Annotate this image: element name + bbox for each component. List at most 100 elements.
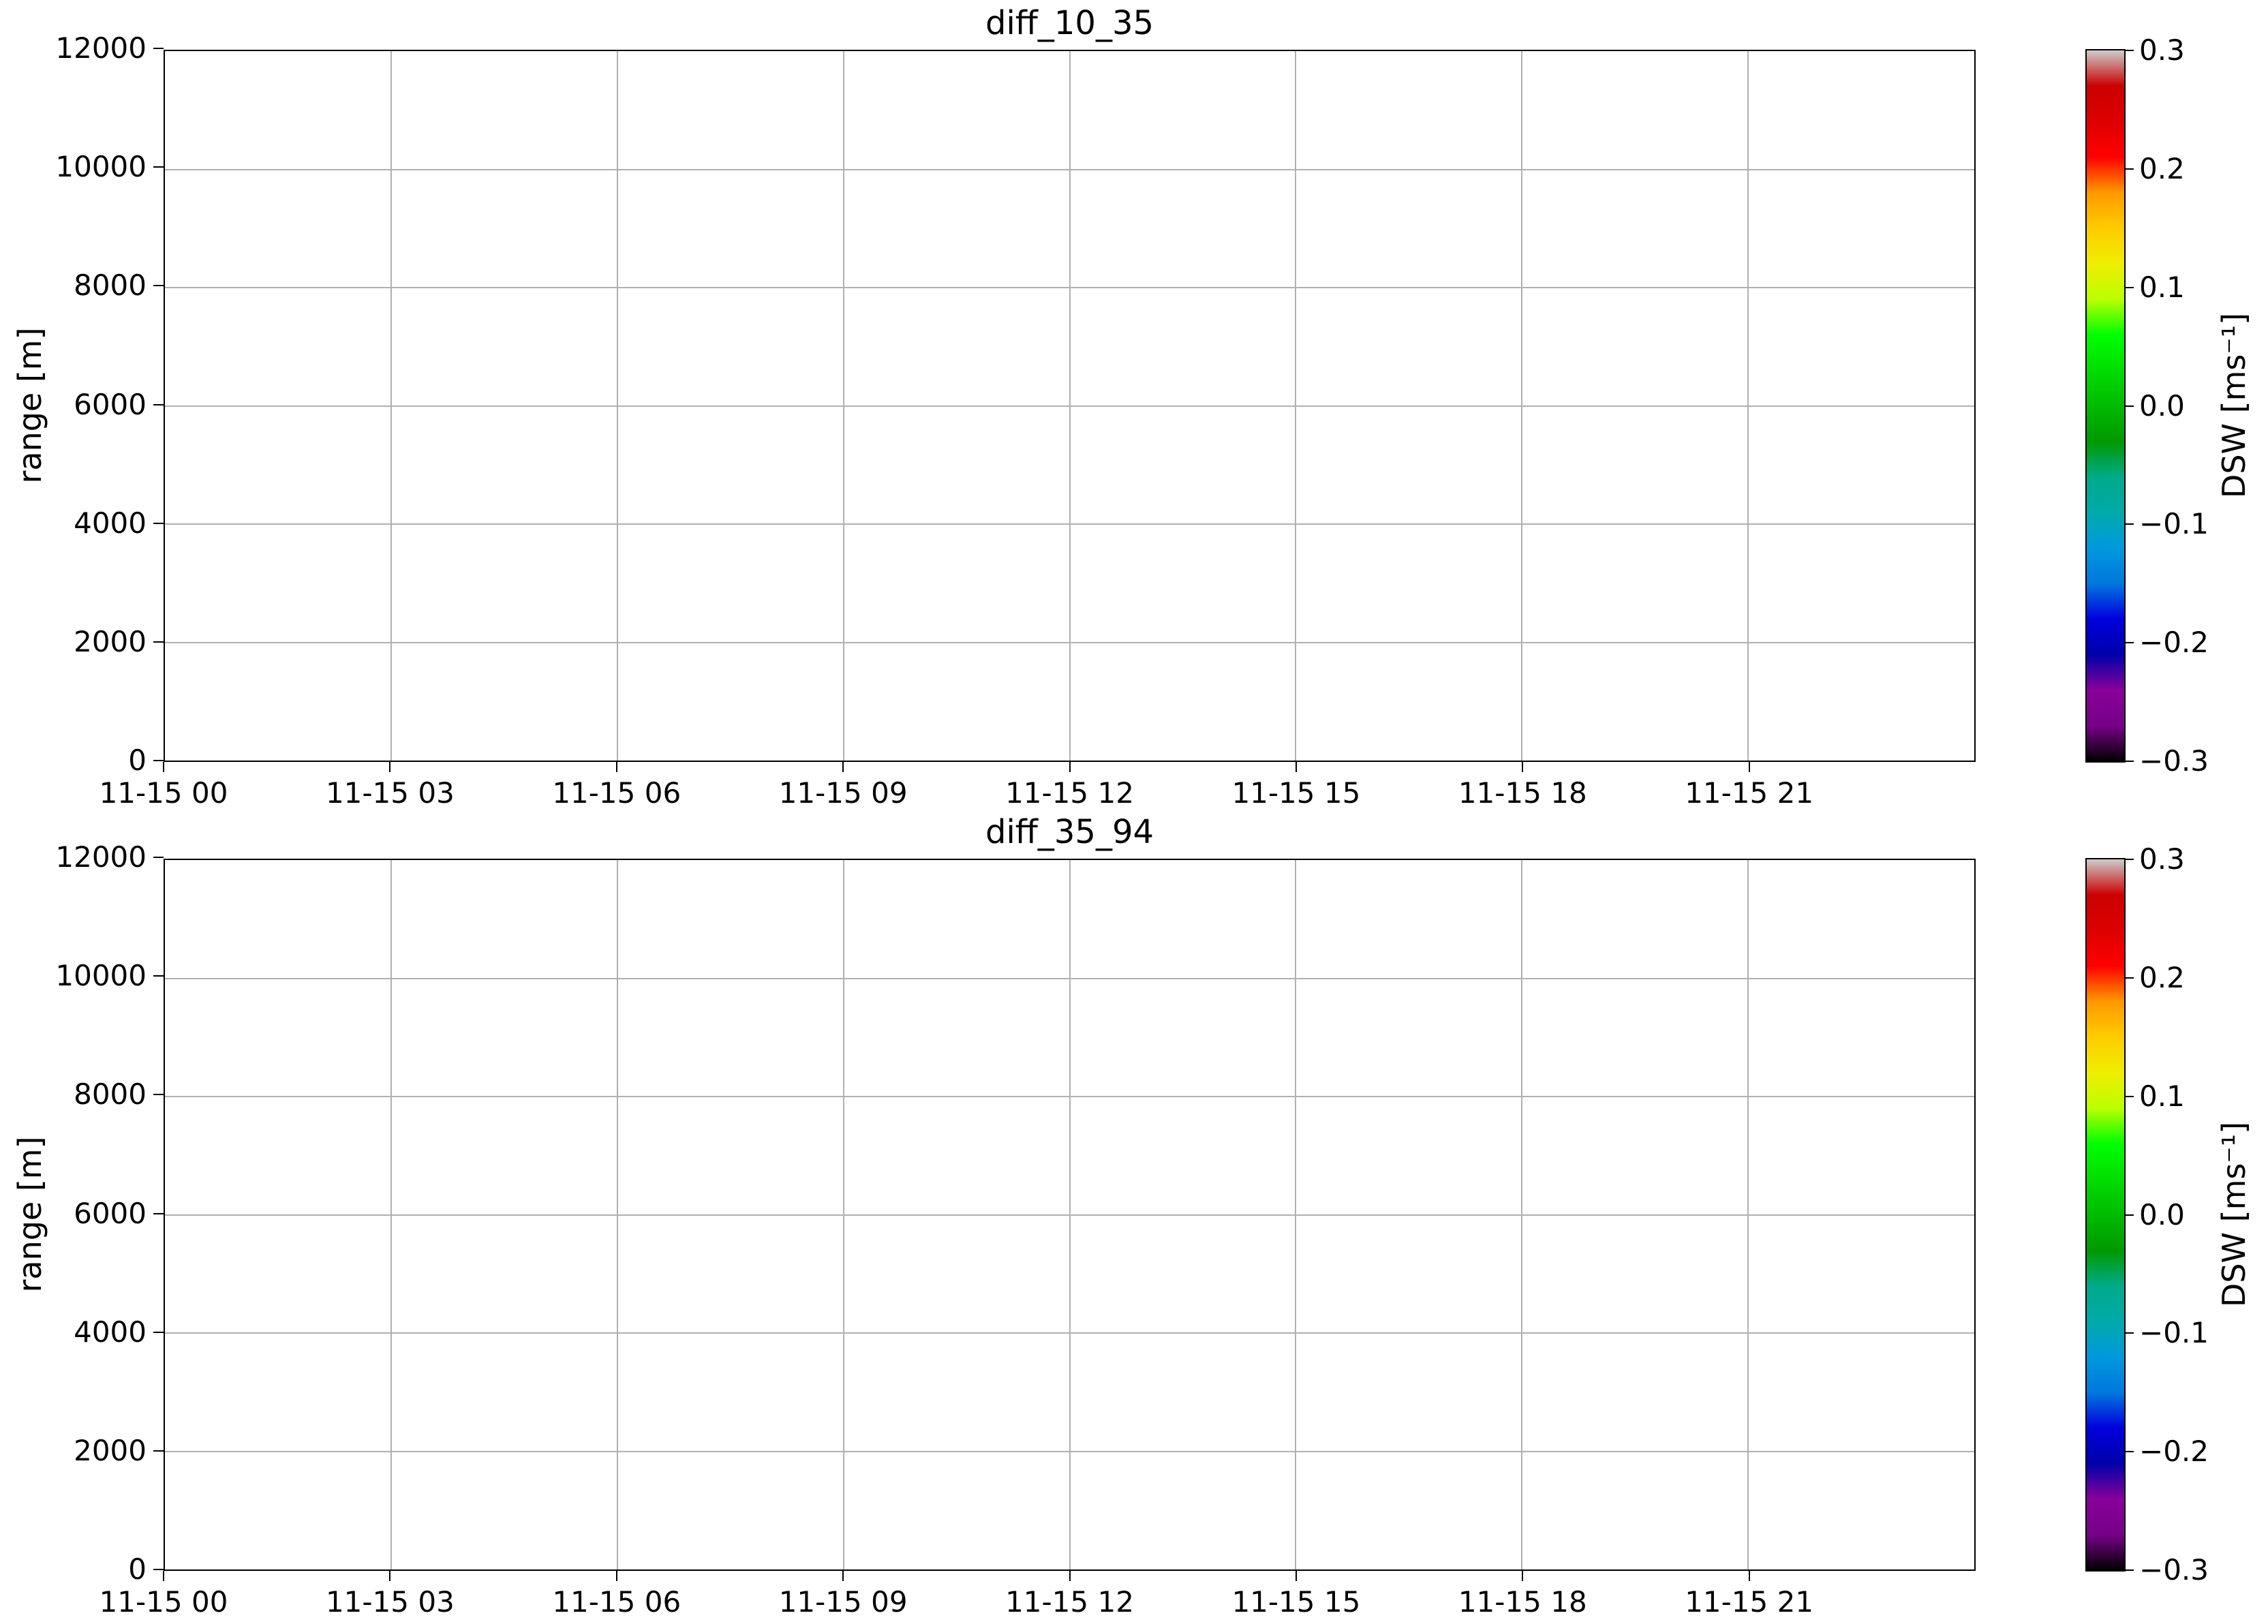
x-tick — [1522, 1571, 1524, 1581]
colorbar-tick — [2126, 405, 2134, 407]
colorbar-tick — [2126, 1569, 2134, 1571]
y-tick-label: 10000 — [55, 150, 147, 184]
panel-diff-10-35: diff_10_35 range [m] DSW [ms⁻¹] 11-15 00… — [12, 4, 2252, 810]
y-tick-label: 2000 — [74, 624, 147, 658]
gridline-horizontal — [165, 405, 1974, 407]
colorbar-tick — [2126, 1451, 2134, 1453]
x-tick-label: 11-15 09 — [778, 776, 908, 810]
colorbar-tick — [2126, 523, 2134, 525]
x-tick-label: 11-15 21 — [1685, 776, 1814, 810]
x-tick-label: 11-15 12 — [1005, 776, 1134, 810]
colorbar-tick — [2126, 761, 2134, 762]
colorbar-tick-label: −0.2 — [2139, 626, 2209, 660]
x-tick-label: 11-15 06 — [552, 1585, 681, 1619]
y-tick-label: 12000 — [55, 840, 147, 874]
y-tick-label: 8000 — [74, 1077, 147, 1112]
colorbar-tick-label: −0.3 — [2139, 744, 2209, 778]
x-tick — [163, 762, 164, 772]
y-tick-label: 4000 — [74, 1315, 147, 1349]
colorbar-tick-label: 0.1 — [2139, 1079, 2185, 1113]
x-tick — [163, 1571, 164, 1581]
y-tick — [153, 857, 164, 858]
y-tick — [153, 522, 164, 524]
gridline-horizontal — [165, 523, 1974, 525]
gridline-horizontal — [165, 168, 1974, 170]
gridline-horizontal — [165, 977, 1974, 979]
y-tick — [153, 1094, 164, 1096]
x-tick — [842, 762, 844, 772]
y-tick-label: 12000 — [55, 31, 147, 65]
y-tick — [153, 285, 164, 287]
colorbar-label: DSW [ms⁻¹] — [2216, 1121, 2252, 1308]
y-tick-label: 6000 — [74, 1196, 147, 1230]
colorbar-tick — [2126, 977, 2134, 979]
colorbar — [2085, 858, 2126, 1572]
x-tick-label: 11-15 12 — [1005, 1585, 1134, 1619]
x-tick-label: 11-15 09 — [778, 1585, 908, 1619]
colorbar-tick-label: 0.2 — [2139, 960, 2185, 994]
colorbar-tick-label: 0.0 — [2139, 1197, 2185, 1231]
y-tick-label: 6000 — [74, 387, 147, 421]
x-tick-label: 11-15 03 — [325, 1585, 455, 1619]
x-tick — [1748, 1571, 1750, 1581]
y-tick — [153, 48, 164, 49]
x-tick — [1522, 762, 1524, 772]
colorbar-tick — [2126, 642, 2134, 644]
plot-title: diff_35_94 — [985, 813, 1154, 851]
gridline-horizontal — [165, 1214, 1974, 1216]
colorbar — [2085, 49, 2126, 763]
y-tick — [153, 1450, 164, 1452]
colorbar-tick — [2126, 1332, 2134, 1334]
y-tick — [153, 1569, 164, 1570]
gridline-horizontal — [165, 287, 1974, 288]
x-tick — [389, 762, 391, 772]
colorbar-tick — [2126, 286, 2134, 288]
panel-diff-35-94: diff_35_94 range [m] DSW [ms⁻¹] 11-15 00… — [0, 809, 2268, 1624]
x-tick — [1748, 762, 1750, 772]
colorbar-tick-label: −0.3 — [2139, 1553, 2209, 1587]
x-tick — [389, 1571, 391, 1581]
x-tick — [615, 1571, 617, 1581]
x-tick — [842, 1571, 844, 1581]
plot-title: diff_10_35 — [985, 4, 1154, 42]
axes — [164, 859, 1976, 1571]
y-tick — [153, 641, 164, 643]
colorbar-tick-label: 0.2 — [2139, 151, 2185, 185]
gridline-horizontal — [165, 1096, 1974, 1097]
colorbar-tick-label: 0.3 — [2139, 842, 2185, 876]
colorbar-tick-label: −0.1 — [2139, 1316, 2209, 1350]
x-tick — [1069, 1571, 1071, 1581]
colorbar-tick-label: 0.1 — [2139, 270, 2185, 304]
colorbar-tick-label: 0.0 — [2139, 388, 2185, 423]
gridline-horizontal — [165, 641, 1974, 643]
x-tick-label: 11-15 03 — [325, 776, 455, 810]
x-tick-label: 11-15 18 — [1458, 1585, 1587, 1619]
colorbar-tick — [2126, 859, 2134, 860]
y-tick-label: 10000 — [55, 959, 147, 993]
x-tick — [1069, 762, 1071, 772]
y-tick — [153, 1331, 164, 1333]
y-tick-label: 2000 — [74, 1433, 147, 1467]
colorbar-tick-label: −0.2 — [2139, 1435, 2209, 1469]
x-tick-label: 11-15 06 — [552, 776, 681, 810]
gridline-horizontal — [165, 1332, 1974, 1334]
colorbar-tick — [2126, 1214, 2134, 1216]
colorbar-label: DSW [ms⁻¹] — [2216, 312, 2252, 499]
y-tick-label: 8000 — [74, 269, 147, 303]
y-tick — [153, 1212, 164, 1214]
colorbar-tick — [2126, 168, 2134, 170]
y-tick — [153, 166, 164, 168]
y-tick — [153, 975, 164, 977]
colorbar-tick — [2126, 50, 2134, 51]
x-tick-label: 11-15 00 — [99, 1585, 228, 1619]
x-tick — [1295, 762, 1297, 772]
x-tick — [1295, 1571, 1297, 1581]
axes — [164, 50, 1976, 762]
x-tick-label: 11-15 15 — [1231, 1585, 1361, 1619]
x-tick — [615, 762, 617, 772]
y-tick — [153, 403, 164, 405]
gridline-horizontal — [165, 1450, 1974, 1452]
colorbar-tick-label: 0.3 — [2139, 33, 2185, 67]
x-tick-label: 11-15 00 — [99, 776, 228, 810]
y-tick-label: 0 — [128, 744, 147, 777]
